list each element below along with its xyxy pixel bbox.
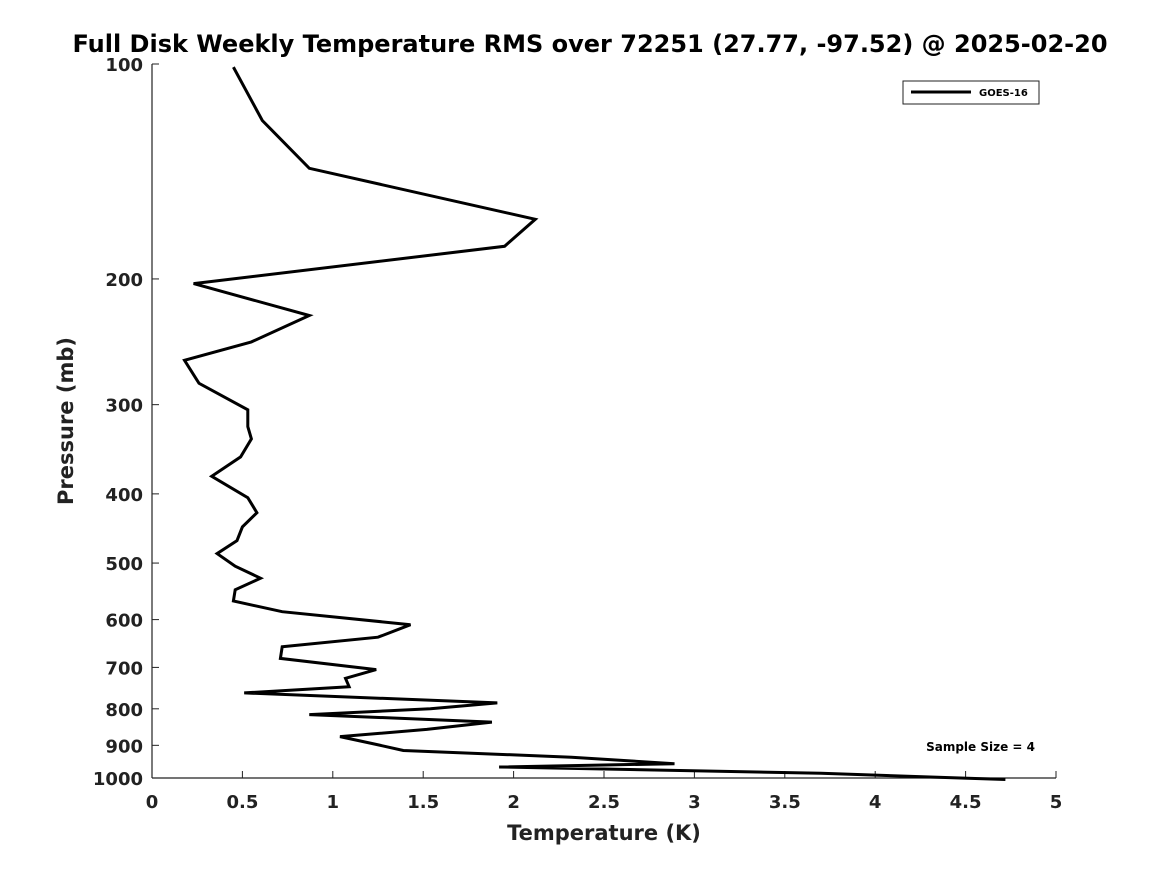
- y-tick-label: 700: [105, 658, 143, 679]
- y-tick-label: 400: [105, 485, 143, 506]
- chart-title: Full Disk Weekly Temperature RMS over 72…: [72, 30, 1107, 58]
- x-tick-label: 2.5: [588, 792, 620, 813]
- x-ticks: 0 0.5 1 1.5 2 2.5 3 3.5 4 4.5 5: [146, 771, 1063, 813]
- y-axis-label: Pressure (mb): [54, 337, 78, 505]
- series-line-goes-16: [182, 66, 1006, 781]
- y-tick-label: 900: [105, 736, 143, 757]
- x-tick-label: 4: [869, 792, 882, 813]
- x-axis-label: Temperature (K): [507, 821, 701, 845]
- y-tick-label: 300: [105, 396, 143, 417]
- y-tick-label: 800: [105, 700, 143, 721]
- y-tick-label: 200: [105, 270, 143, 291]
- legend: GOES-16: [902, 80, 1040, 105]
- x-tick-label: 2: [507, 792, 520, 813]
- x-tick-label: 3: [688, 792, 701, 813]
- y-ticks: 100 200 300 400 500 600 700 800 900 1000: [93, 55, 159, 790]
- x-tick-label: 1: [327, 792, 340, 813]
- x-tick-label: 3.5: [769, 792, 801, 813]
- x-tick-label: 0.5: [226, 792, 258, 813]
- y-tick-label: 1000: [93, 769, 143, 790]
- y-tick-label: 500: [105, 554, 143, 575]
- y-tick-label: 600: [105, 611, 143, 632]
- sample-size-annotation: Sample Size = 4: [926, 740, 1035, 754]
- plot-area: [182, 66, 1006, 781]
- x-tick-label: 4.5: [950, 792, 982, 813]
- x-tick-label: 5: [1050, 792, 1063, 813]
- x-tick-label: 0: [146, 792, 159, 813]
- y-tick-label: 100: [105, 55, 143, 76]
- legend-label-goes-16: GOES-16: [979, 88, 1028, 99]
- x-tick-label: 1.5: [407, 792, 439, 813]
